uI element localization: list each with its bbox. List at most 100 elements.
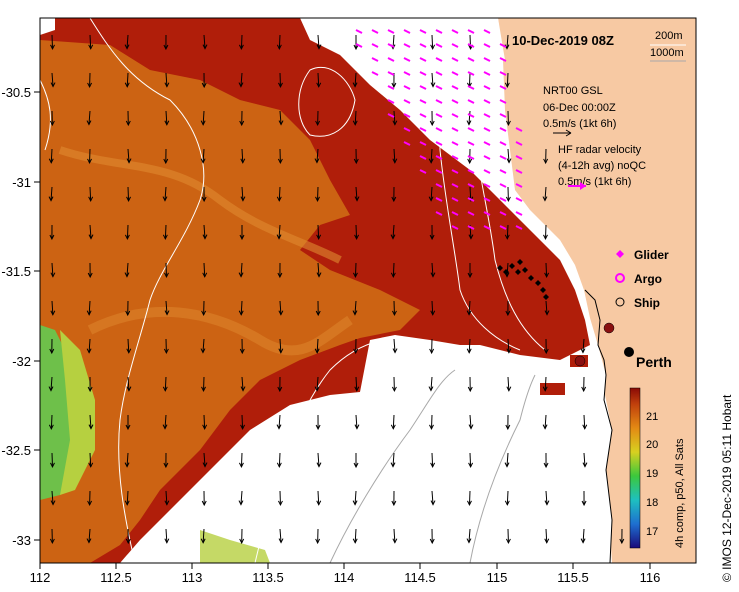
current-arrow [50,186,53,201]
radar-arrow [483,85,491,90]
current-arrowhead [391,500,397,507]
radar-arrow [419,57,427,62]
current-arrowhead [87,500,93,507]
radar-arrow [435,127,443,132]
depth-contour [329,369,456,563]
radar-arrow [515,127,523,132]
plot-frame [39,17,697,564]
current-arrowhead [582,462,588,468]
current-arrow [355,224,358,239]
current-arrowhead [200,120,206,126]
radar-arrow [467,71,475,76]
radar-arrow [483,99,491,104]
ship-marker [574,355,586,367]
current-arrow [393,528,396,543]
contour-legend-1000: 1000m [650,47,684,59]
radar-arrow [403,113,411,118]
radar-arrow [515,141,523,146]
radar-arrow [419,169,427,174]
current-arrow [430,414,433,429]
current-arrow [126,224,129,239]
current-arrowhead [392,538,398,544]
current-arrowhead [390,272,396,278]
sst-patch [540,383,565,395]
current-arrowhead [240,386,246,392]
current-arrowhead [543,158,549,165]
current-arrow [468,490,471,505]
radar-arrow [387,85,395,90]
current-arrowhead [124,272,130,278]
lon-tick-label: 112.5 [100,570,132,585]
current-arrowhead [466,120,472,126]
current-arrowhead [504,234,510,240]
current-arrow [165,490,168,505]
current-arrowhead [466,310,472,316]
sst-filament [58,146,342,264]
current-arrowhead [354,424,360,430]
wind-time: 06-Dec 00:00Z [543,102,616,114]
current-arrow [127,338,130,353]
argo-legend-label: Argo [634,272,662,286]
current-arrow [316,338,319,353]
city-label: Perth [636,354,672,370]
wind-scale-arrowhead [565,129,572,137]
current-arrowhead [390,234,396,240]
current-arrowhead [164,538,170,544]
current-arrow [203,224,206,239]
depth-contour [389,18,521,351]
current-arrowhead [314,386,320,392]
lat-tick-label: -31.5 [1,264,31,279]
current-arrow [240,262,243,277]
current-arrowhead [278,310,284,316]
current-arrowhead [86,538,92,544]
wind-source: NRT00 GSL [543,85,603,97]
current-arrowhead [88,424,94,430]
radar-arrow [419,29,427,34]
radar-arrow [483,225,491,230]
lat-tick-label: -32 [12,354,31,369]
current-arrowhead [124,462,130,468]
current-arrow [469,414,472,429]
current-arrowhead [505,538,511,545]
radar-arrow [403,85,411,90]
map-title: 10-Dec-2019 08Z [512,33,614,48]
radar-arrow [371,71,379,76]
current-arrow [354,262,357,277]
radar-arrow [467,57,475,62]
glider-position [528,275,534,281]
current-arrow [506,224,509,239]
current-arrow [431,452,434,467]
radar-arrow [403,141,411,146]
radar-arrow [387,43,395,48]
current-arrow [468,110,471,125]
radar-arrow [451,29,459,34]
current-arrow [582,338,585,353]
radar-arrow [499,127,507,132]
current-arrow [545,262,548,277]
current-arrowhead [582,424,588,430]
current-arrow [164,224,167,239]
current-arrowhead [278,348,284,354]
current-arrowhead [200,158,206,164]
current-arrow [278,186,281,201]
radar-arrow [419,85,427,90]
current-arrow [431,262,434,277]
current-arrowhead [163,348,169,355]
current-arrowhead [48,196,54,202]
radar-scale-arrowhead [580,182,586,190]
current-arrowhead [353,44,359,51]
ship-marker [603,322,615,334]
current-arrow [545,490,548,505]
current-arrowhead [543,348,549,355]
radar-arrow [419,99,427,104]
current-arrow [127,376,130,391]
current-arrow [240,490,243,505]
radar-arrow [467,43,475,48]
cloud-gap [40,18,55,35]
current-arrowhead [124,500,130,506]
radar-arrow [435,169,443,174]
current-arrowhead [354,234,360,240]
current-arrowhead [126,386,132,392]
current-arrow [468,300,471,315]
current-arrowhead [87,386,93,393]
